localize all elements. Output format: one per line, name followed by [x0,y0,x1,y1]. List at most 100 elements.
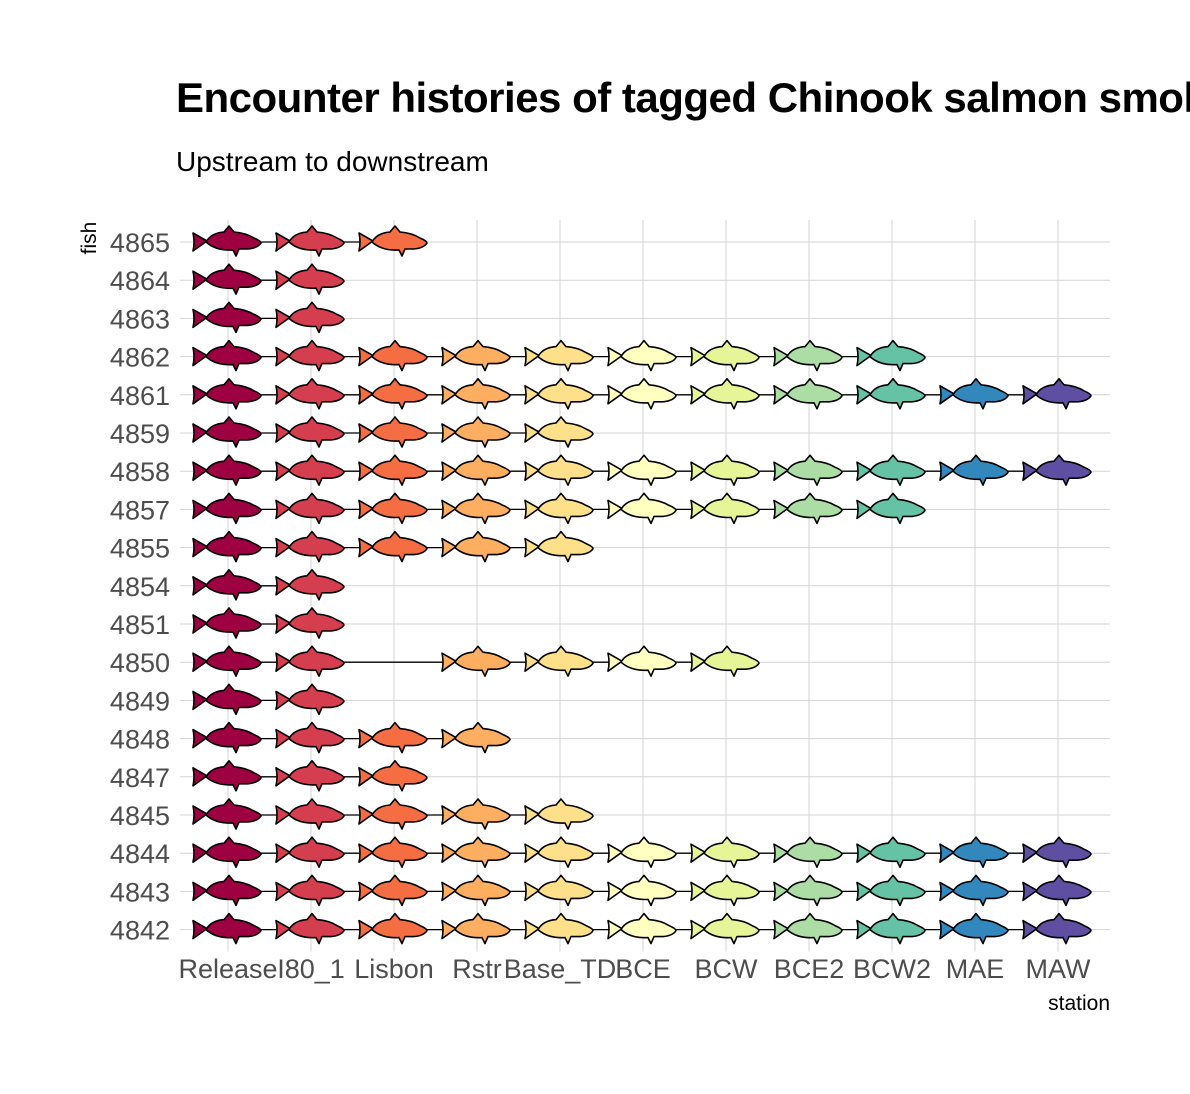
fish-marker [275,798,345,830]
fish-marker [192,836,262,869]
y-tick-label: 4855 [110,534,170,564]
fish-marker [773,377,843,410]
fish-marker [524,454,594,487]
fish-marker [856,492,926,525]
fish-marker [524,530,594,563]
fish-marker [690,836,760,869]
fish-marker [690,339,760,372]
fish-marker [192,263,262,296]
fish-marker [1022,912,1092,945]
fish-marker [358,721,428,754]
fish-marker [275,377,345,410]
fish-marker [690,492,760,525]
x-tick-label: Release [178,954,277,984]
y-tick-label: 4865 [110,228,170,258]
fish-marker [192,301,262,334]
fish-marker [856,339,926,372]
fish-marker [358,339,428,372]
fish-marker [690,645,760,678]
y-tick-label: 4857 [110,495,170,525]
fish-marker [358,912,428,945]
fish-marker [856,836,926,869]
fish-marker [192,530,262,563]
y-tick-label: 4850 [110,648,170,678]
fish-marker [856,874,926,907]
y-tick-label: 4859 [110,419,170,449]
fish-marker [192,492,262,525]
fish-marker [441,492,511,525]
fish-marker [441,530,511,563]
fish-marker [275,607,345,639]
y-tick-label: 4849 [110,686,170,716]
fish-marker [358,874,428,907]
y-tick-label: 4851 [110,610,170,640]
fish-marker [524,492,594,525]
fish-marker [441,645,511,678]
fish-marker [275,683,345,716]
fish-marker [275,263,345,296]
fish-marker [358,225,428,257]
fish-marker [773,454,843,487]
fish-marker [441,339,511,372]
x-tick-label: I80_1 [277,954,345,984]
fish-marker [939,454,1009,487]
fish-marker [856,912,926,945]
fish-marker [441,874,511,907]
fish-marker [192,798,262,830]
fish-marker [939,377,1009,410]
fish-marker [441,798,511,830]
x-axis-title: station [1048,992,1110,1015]
x-tick-label: BCE2 [774,954,845,984]
x-tick-label: BCW [695,954,759,984]
fish-marker [524,836,594,869]
fish-marker [192,454,262,487]
fish-marker [358,492,428,525]
fish-marker [607,836,677,869]
x-tick-label: BCE [615,954,671,984]
fish-marker [607,874,677,907]
fish-marker [358,530,428,563]
fish-marker [607,492,677,525]
fish-marker [192,377,262,410]
fish-marker [275,721,345,754]
fish-marker [358,836,428,869]
fish-marker [856,454,926,487]
fish-marker [275,339,345,372]
fish-marker [690,874,760,907]
fish-marker [275,568,345,601]
fish-marker [939,836,1009,869]
fish-marker [441,912,511,945]
fish-marker [524,416,594,448]
y-tick-label: 4858 [110,457,170,487]
fish-marker [275,301,345,334]
fish-marker [773,912,843,945]
fish-marker [524,645,594,678]
fish-marker [358,759,428,792]
y-axis-title: fish [78,222,101,255]
fish-marker [690,454,760,487]
fish-marker [773,492,843,525]
x-tick-label: Rstr [452,954,502,984]
fish-marker [192,683,262,716]
fish-marker [275,454,345,487]
fish-marker [192,759,262,792]
y-tick-label: 4848 [110,725,170,755]
fish-marker [856,377,926,410]
y-tick-label: 4842 [110,916,170,946]
fish-marker [773,874,843,907]
fish-marker [192,568,262,601]
fish-marker [441,377,511,410]
fish-marker [524,377,594,410]
fish-marker [690,377,760,410]
fish-marker [441,836,511,869]
fish-marker [192,339,262,372]
x-tick-label: BCW2 [853,954,931,984]
y-tick-label: 4862 [110,343,170,373]
fish-marker [192,225,262,257]
fish-marker [524,912,594,945]
fish-marker [192,416,262,448]
fish-marker [607,912,677,945]
fish-marker [275,874,345,907]
fish-marker [358,416,428,448]
fish-marker [358,377,428,410]
